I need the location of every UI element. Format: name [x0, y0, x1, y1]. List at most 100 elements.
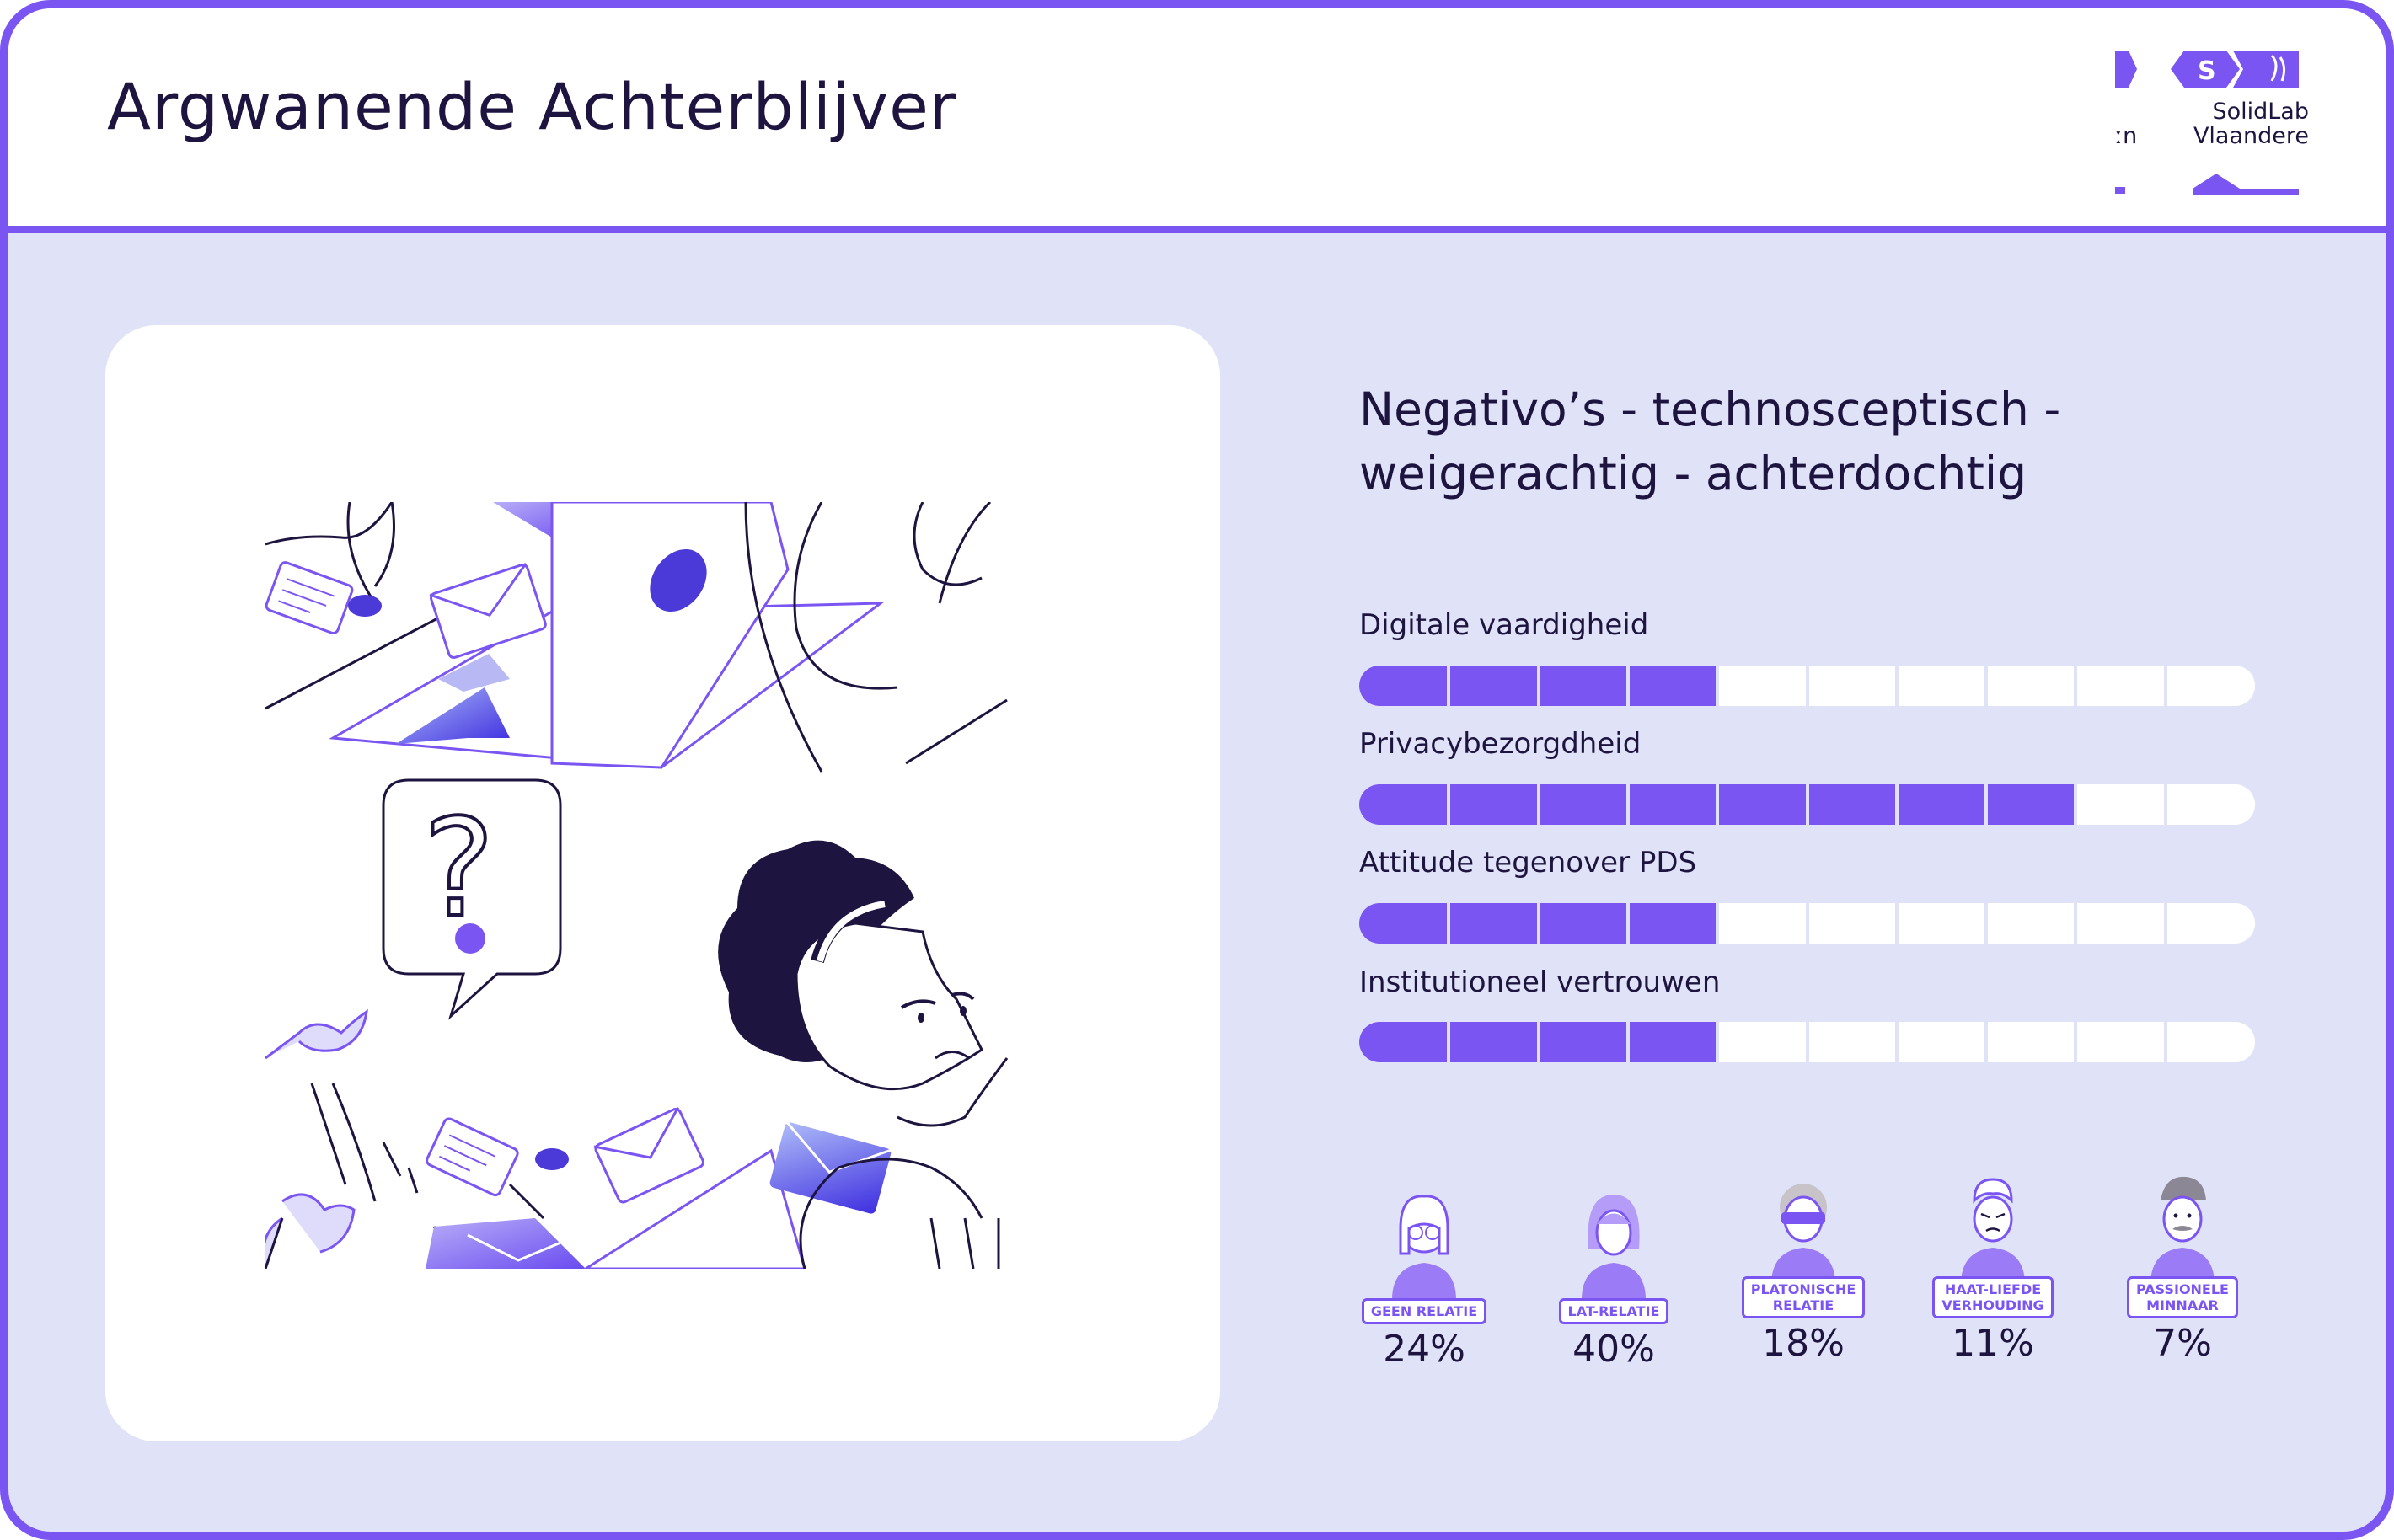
persona-badge: PASSIONELE MINNAAR — [2127, 1276, 2238, 1318]
metric-segment-divider — [2074, 784, 2078, 825]
metric-segment-filled — [1538, 1022, 1628, 1062]
logo-text-line1: SolidLab — [2212, 99, 2309, 125]
metric-segment-divider — [1894, 903, 1899, 944]
metric-bar — [1359, 784, 2255, 825]
metric-segment-empty — [1807, 903, 1897, 944]
metric-segment-divider — [2163, 666, 2167, 706]
persona-badge: PLATONISCHE RELATIE — [1741, 1276, 1866, 1318]
metric-bar — [1359, 666, 2255, 706]
metric-segment-divider — [1536, 903, 1540, 944]
logo-text: SolidLab Vlaandere — [2193, 99, 2309, 148]
metric-segment-divider — [1536, 784, 1540, 825]
metric-segment-filled — [1359, 1022, 1449, 1062]
metric-segment-divider — [1984, 1022, 1989, 1062]
metric-segment-divider — [2163, 903, 2167, 944]
metric-segment-divider — [1447, 784, 1451, 825]
suspicious-woman-illustration: ? — [265, 502, 1009, 1269]
metric-segment-filled — [1538, 784, 1628, 825]
metric-segment-empty — [1717, 903, 1808, 944]
avatar-mustache-icon — [2111, 1167, 2254, 1288]
metric-segment-divider — [1894, 1022, 1899, 1062]
metric-segment-empty — [2165, 666, 2255, 706]
metric-segment-divider — [1894, 784, 1899, 825]
persona-percent: 40% — [1572, 1328, 1655, 1371]
metric-segment-divider — [1716, 1022, 1720, 1062]
persona-badge: LAT-RELATIE — [1558, 1298, 1669, 1324]
metric-segment-empty — [1896, 903, 1987, 944]
metric-segment-divider — [1716, 903, 1720, 944]
persona-percent: 11% — [1952, 1322, 2034, 1365]
metric-segment-filled — [1627, 784, 1718, 825]
persona-percent: 24% — [1383, 1328, 1465, 1371]
metric-segment-divider — [2074, 1022, 2078, 1062]
metric-segment-divider — [1984, 903, 1989, 944]
metric-segment-empty — [1896, 1022, 1987, 1062]
solidlab-logo: S SolidLab Vlaandere ːn — [2115, 39, 2309, 199]
metric-segment-empty — [2165, 1022, 2255, 1062]
metric-segment-empty — [1986, 903, 2076, 944]
metric-segment-divider — [1894, 666, 1899, 706]
persona-item: PLATONISCHE RELATIE 18% — [1732, 1167, 1875, 1365]
metric-label: Digitale vaardigheid — [1359, 608, 1649, 642]
avatar-blindfold-icon — [1732, 1167, 1875, 1288]
metric-label: Attitude tegenover PDS — [1359, 846, 1697, 880]
svg-text:S: S — [2198, 56, 2216, 86]
metric-segment-empty — [1807, 666, 1897, 706]
logo-text-line2: Vlaandere — [2193, 123, 2309, 149]
persona-percent: 7% — [2153, 1322, 2212, 1365]
metric-segment-empty — [2165, 903, 2255, 944]
metric-segment-empty — [2075, 666, 2166, 706]
persona-badge: HAAT-LIEFDE VERHOUDING — [1932, 1276, 2054, 1318]
metric-segment-empty — [2075, 784, 2166, 825]
metric-segment-filled — [1538, 666, 1628, 706]
metric-segment-divider — [2074, 903, 2078, 944]
persona-item: PASSIONELE MINNAAR 7% — [2111, 1167, 2254, 1365]
hexagon-logo-icon: S — [2115, 51, 2299, 195]
metric-segment-filled — [1807, 784, 1897, 825]
metric-segment-empty — [1986, 666, 2076, 706]
persona-item: LAT-RELATIE 40% — [1542, 1182, 1685, 1371]
metric-segment-divider — [1625, 903, 1630, 944]
metric-segment-filled — [1538, 903, 1628, 944]
metric-segment-divider — [1716, 784, 1720, 825]
metric-segment-empty — [1896, 666, 1987, 706]
metric-segment-empty — [1717, 1022, 1808, 1062]
illustration-card: ? — [105, 325, 1220, 1441]
metric-segment-divider — [2074, 666, 2078, 706]
metric-segment-filled — [1449, 903, 1539, 944]
persona-item: HAAT-LIEFDE VERHOUDING 11% — [1921, 1167, 2065, 1365]
metric-bar — [1359, 1022, 2255, 1062]
metric-segment-empty — [1717, 666, 1808, 706]
metric-segment-filled — [1449, 666, 1539, 706]
metric-segment-divider — [1625, 1022, 1630, 1062]
metric-segment-divider — [2163, 1022, 2167, 1062]
metric-bar — [1359, 903, 2255, 944]
metric-segment-divider — [1805, 784, 1809, 825]
metric-segment-empty — [1807, 1022, 1897, 1062]
metric-segment-empty — [2075, 1022, 2166, 1062]
metric-segment-filled — [1359, 903, 1449, 944]
metric-segment-divider — [2163, 784, 2167, 825]
metric-segment-filled — [1627, 1022, 1718, 1062]
metric-label: Privacybezorgdheid — [1359, 727, 1642, 761]
avatar-glasses-icon — [1352, 1182, 1496, 1303]
persona-percent: 18% — [1762, 1322, 1845, 1365]
page-title: Argwanende Achterblijver — [107, 69, 957, 144]
metric-segment-divider — [1716, 666, 1720, 706]
metric-segment-divider — [1984, 784, 1989, 825]
avatar-woman-icon — [1542, 1182, 1685, 1303]
metric-segment-empty — [2165, 784, 2255, 825]
metric-segment-divider — [1625, 666, 1630, 706]
metric-label: Institutioneel vertrouwen — [1359, 965, 1721, 999]
metric-segment-divider — [1536, 1022, 1540, 1062]
metric-segment-filled — [1627, 903, 1718, 944]
metric-segment-divider — [1805, 1022, 1809, 1062]
metric-segment-divider — [1447, 903, 1451, 944]
metric-segment-filled — [1717, 784, 1808, 825]
persona-badge: GEEN RELATIE — [1361, 1298, 1487, 1324]
metric-segment-divider — [1984, 666, 1989, 706]
metric-segment-filled — [1449, 784, 1539, 825]
metric-segment-empty — [2075, 903, 2166, 944]
metric-segment-empty — [1986, 1022, 2076, 1062]
